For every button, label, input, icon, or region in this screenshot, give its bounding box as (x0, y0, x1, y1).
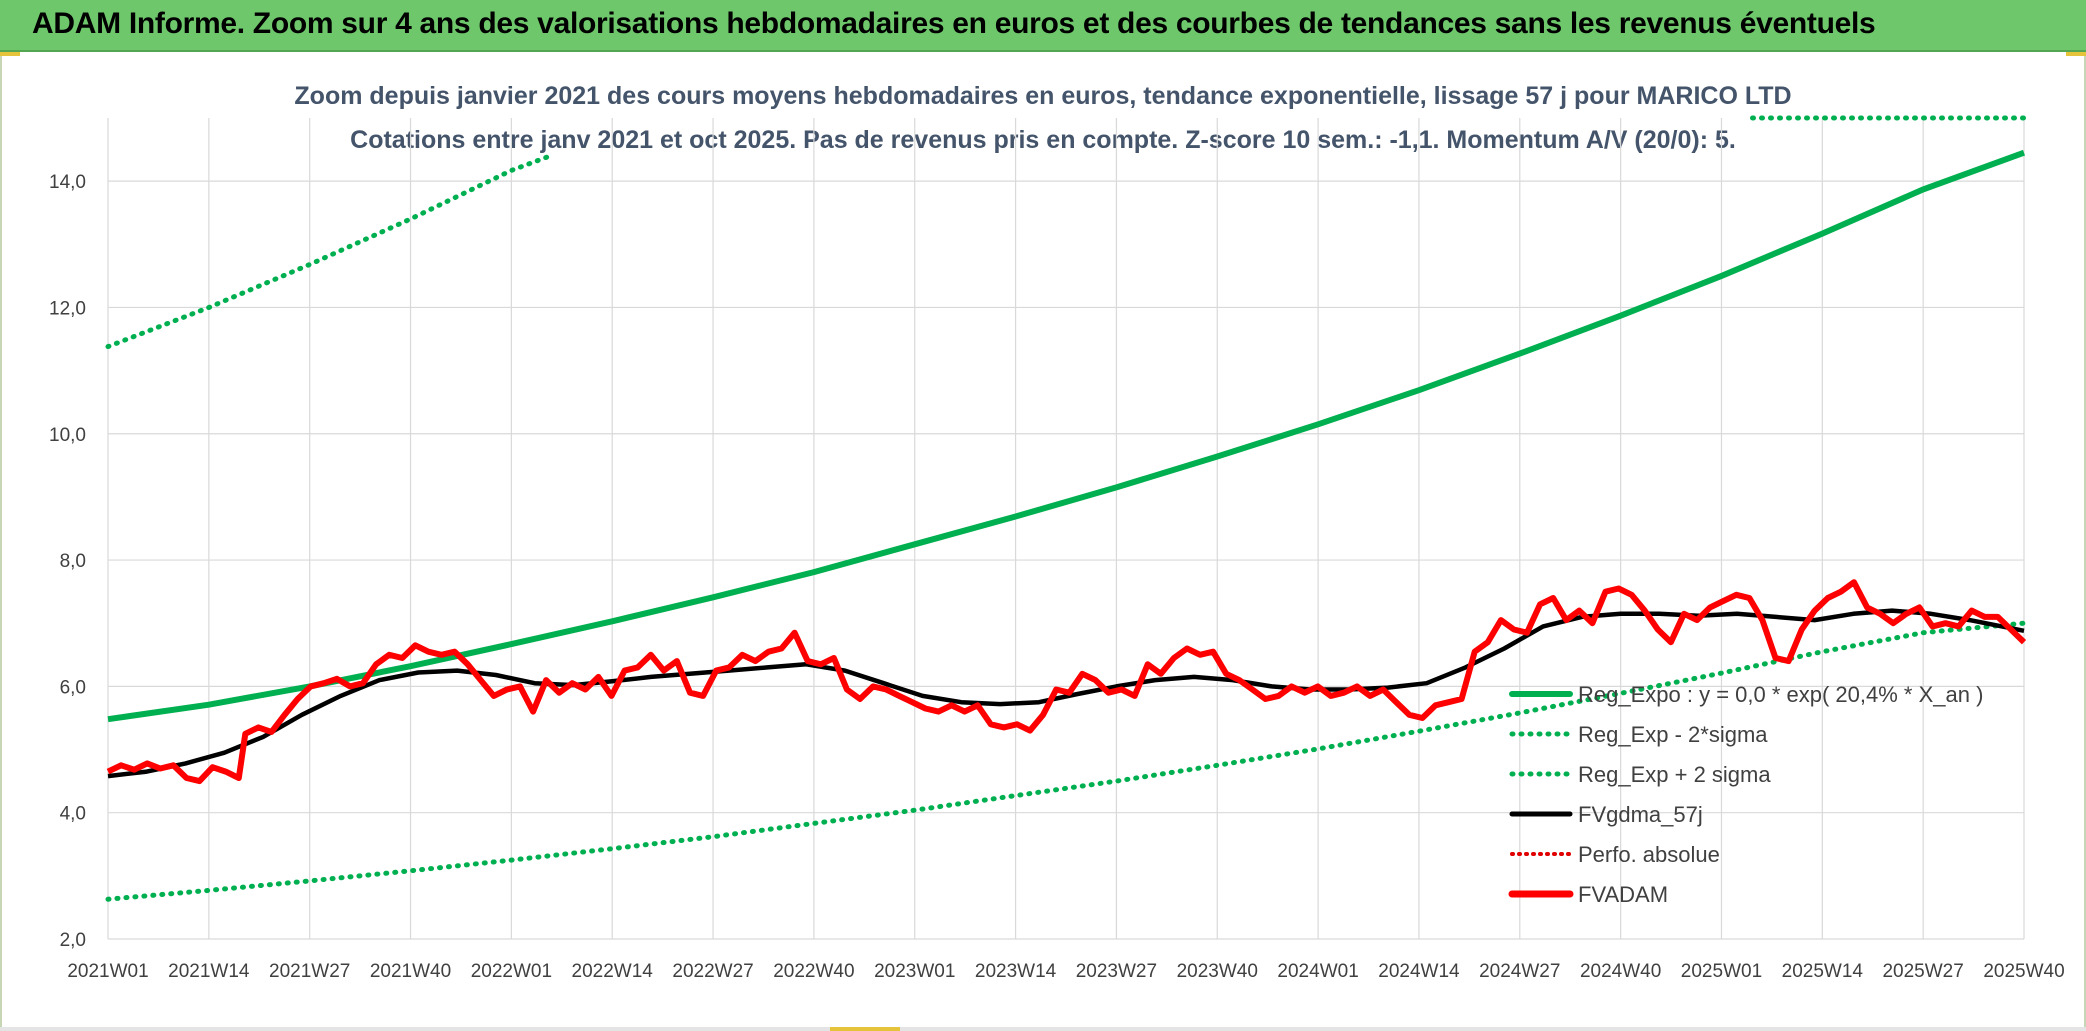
y-tick-label: 12,0 (49, 298, 86, 319)
legend-label: Reg_Exp - 2*sigma (1578, 722, 1768, 747)
x-tick-label: 2025W14 (1782, 961, 1864, 982)
y-tick-label: 4,0 (60, 804, 86, 825)
x-tick-label: 2024W27 (1479, 961, 1560, 982)
x-tick-label: 2022W01 (471, 961, 552, 982)
x-tick-label: 2021W27 (269, 961, 350, 982)
bottom-accent (830, 1027, 900, 1031)
banner-title: ADAM Informe. Zoom sur 4 ans des valoris… (32, 7, 1876, 40)
x-tick-label: 2024W01 (1277, 961, 1358, 982)
series-line-reg-expo (107, 149, 2026, 723)
corner-accent-left (0, 52, 20, 56)
header-banner: ADAM Informe. Zoom sur 4 ans des valoris… (0, 0, 2086, 52)
series-line-reg-exp-plus-2-sigma (105, 153, 553, 350)
corner-accent-right (2066, 52, 2086, 56)
chart-subtitle: Cotations entre janv 2021 et oct 2025. P… (350, 126, 1736, 154)
y-tick-label: 10,0 (49, 425, 86, 446)
x-tick-label: 2022W27 (672, 961, 753, 982)
series-line-fvadam (106, 579, 2027, 785)
x-tick-label: 2023W14 (975, 961, 1057, 982)
y-tick-label: 14,0 (49, 172, 86, 193)
x-tick-label: 2021W01 (67, 961, 148, 982)
x-tick-label: 2023W40 (1177, 961, 1258, 982)
bottom-rule (0, 1027, 2086, 1031)
x-tick-label: 2022W14 (572, 961, 654, 982)
x-tick-label: 2025W27 (1882, 961, 1963, 982)
legend-label: Reg_Exp + 2 sigma (1578, 762, 1771, 787)
legend-label: FVADAM (1578, 882, 1668, 907)
legend-label: FVgdma_57j (1578, 802, 1703, 827)
x-tick-label: 2024W40 (1580, 961, 1661, 982)
x-tick-label: 2021W40 (370, 961, 451, 982)
x-tick-label: 2025W40 (1983, 961, 2064, 982)
legend-label: Reg_Expo : y = 0,0 * exp( 20,4% * X_an ) (1578, 682, 1983, 707)
series-line-reg-exp-minus-2-sigma (105, 620, 2027, 902)
x-tick-label: 2023W27 (1076, 961, 1157, 982)
y-tick-label: 8,0 (60, 551, 86, 572)
legend-label: Perfo. absolue (1578, 842, 1720, 867)
x-tick-label: 2023W01 (874, 961, 955, 982)
x-tick-label: 2025W01 (1681, 961, 1762, 982)
x-tick-label: 2024W14 (1378, 961, 1460, 982)
chart-title: Zoom depuis janvier 2021 des cours moyen… (294, 82, 1792, 110)
y-tick-label: 6,0 (60, 677, 86, 698)
x-tick-label: 2022W40 (773, 961, 854, 982)
x-tick-label: 2021W14 (168, 961, 250, 982)
y-tick-label: 2,0 (60, 930, 86, 951)
